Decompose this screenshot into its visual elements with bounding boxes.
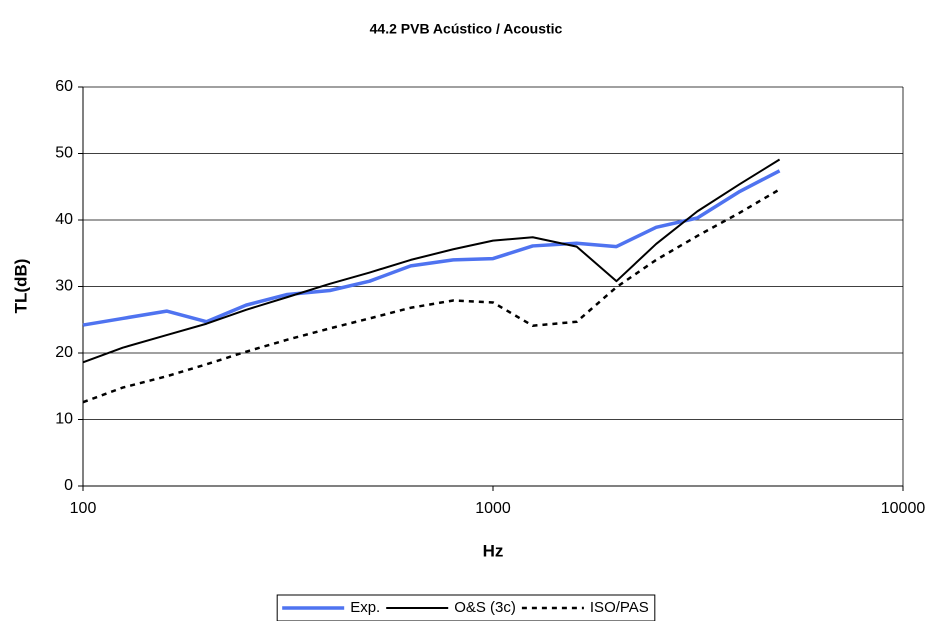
legend-label: Exp.: [350, 599, 380, 616]
y-tick-label: 30: [55, 278, 73, 295]
y-tick-label: 50: [55, 145, 73, 162]
y-tick-label: 20: [55, 344, 73, 361]
x-tick-label: 100: [70, 500, 97, 517]
y-axis-label: TL(dB): [11, 259, 30, 314]
x-axis-label: Hz: [483, 541, 504, 560]
legend-label: ISO/PAS: [590, 599, 649, 616]
series-line: [82, 188, 781, 404]
y-tick-label: 10: [55, 411, 73, 428]
x-tick-label: 10000: [881, 500, 926, 517]
y-tick-label: 0: [64, 477, 73, 494]
series-line: [82, 158, 781, 364]
series-line: [82, 169, 781, 327]
chart-title: 44.2 PVB Acústico / Acoustic: [370, 21, 563, 37]
y-tick-label: 60: [55, 78, 73, 95]
legend-label: O&S (3c): [454, 599, 516, 616]
y-tick-label: 40: [55, 211, 73, 228]
x-tick-label: 1000: [475, 500, 511, 517]
